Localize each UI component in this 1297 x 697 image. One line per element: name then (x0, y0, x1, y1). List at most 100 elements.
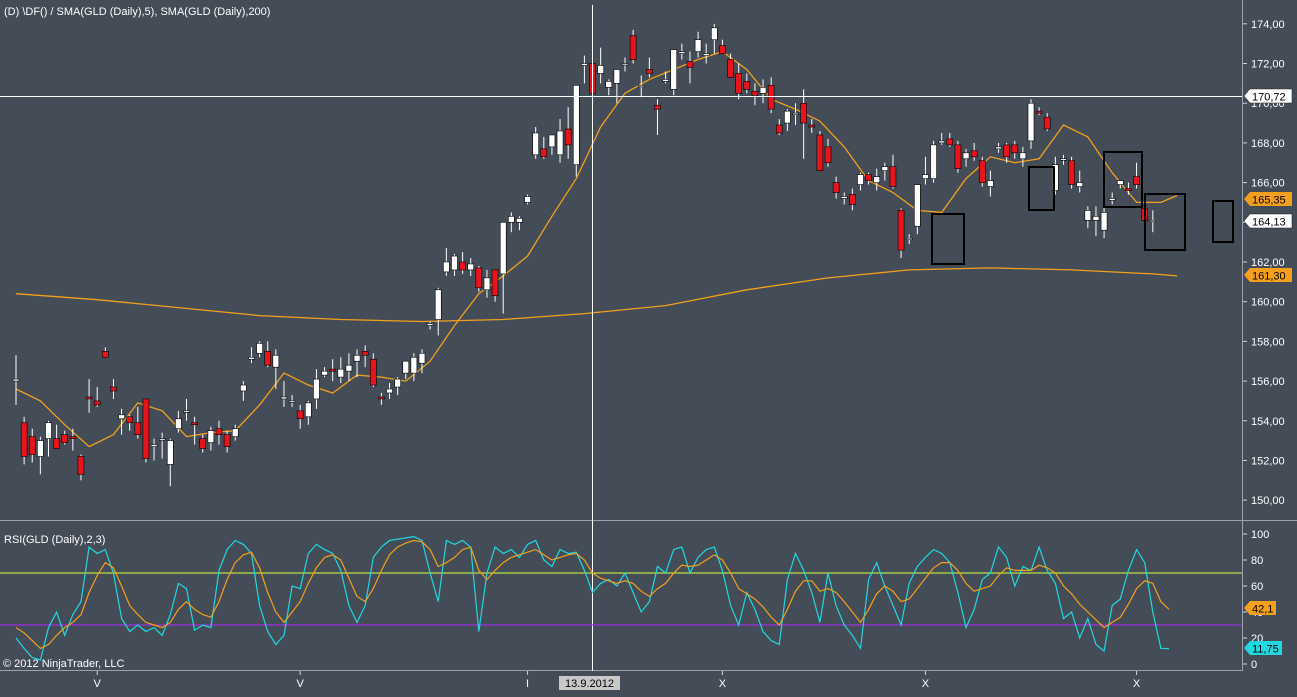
candle-body (313, 378, 320, 400)
candle (499, 221, 507, 314)
price-tick-label: 152,00 (1251, 455, 1285, 467)
candle (288, 394, 296, 407)
candle-body (581, 63, 588, 66)
candle-body (987, 180, 994, 187)
candle (166, 438, 174, 487)
candle (337, 357, 345, 384)
candle-body (451, 255, 458, 271)
rsi-tick-label: 100 (1251, 529, 1269, 541)
candle-body (678, 51, 686, 54)
candle-body (873, 176, 881, 183)
candle (240, 381, 247, 401)
candle (45, 420, 52, 457)
candle-body (711, 27, 718, 40)
candle (1052, 156, 1059, 195)
candle (532, 127, 539, 159)
candle (183, 398, 190, 421)
candle-body (914, 184, 921, 227)
candle (1027, 99, 1035, 149)
candle-body (686, 61, 694, 68)
candle-body (1125, 188, 1132, 191)
candle-body (792, 112, 799, 115)
candle (1100, 202, 1108, 239)
candle (840, 192, 848, 205)
candle (378, 392, 385, 405)
candle-body (857, 174, 864, 185)
candle (110, 379, 117, 399)
candle-body (946, 138, 954, 146)
candle (207, 426, 215, 451)
candle (1133, 162, 1140, 189)
candle (922, 156, 929, 185)
candle (678, 43, 686, 60)
highlight-box (931, 213, 965, 265)
candle (191, 416, 198, 445)
candle (215, 420, 223, 445)
copyright-text: © 2012 NinjaTrader, LLC (3, 658, 124, 670)
candle (792, 103, 799, 126)
candle (467, 258, 475, 276)
candle-body (321, 370, 328, 376)
candle (1149, 210, 1157, 233)
candle (743, 73, 751, 94)
candle (459, 252, 466, 274)
candle-body (288, 400, 296, 403)
candle-body (962, 152, 970, 160)
candle-body (483, 277, 491, 291)
candle (978, 156, 986, 187)
candle-body (1076, 182, 1084, 187)
candle (443, 248, 450, 276)
candle-body (150, 444, 158, 447)
candle-body (1019, 152, 1027, 160)
candle (873, 168, 881, 191)
candle (61, 430, 69, 445)
candle-body (938, 140, 945, 144)
candle (613, 69, 621, 104)
candle-body (353, 354, 361, 362)
candle (711, 23, 718, 54)
candle-body (532, 132, 539, 156)
crosshair-price-tag: 170,72 (1243, 88, 1293, 104)
crosshair-price-label: 170,72 (1252, 92, 1286, 104)
candle (524, 194, 531, 205)
candle (1084, 206, 1092, 229)
candle-body (191, 422, 198, 426)
last-price-label: 164,13 (1252, 217, 1286, 229)
rsi-tick-label: 60 (1251, 581, 1263, 593)
candle (272, 349, 280, 390)
candle (767, 77, 775, 114)
candle (808, 119, 816, 133)
candle (962, 148, 970, 167)
candle (1068, 156, 1075, 189)
candle (426, 321, 434, 330)
rsi-reference-lines (0, 572, 1242, 626)
candle (775, 119, 783, 135)
candle-body (840, 196, 848, 199)
candle-body (613, 69, 621, 84)
candle-body (1092, 216, 1100, 221)
candle (670, 49, 678, 96)
candle-body (808, 124, 816, 128)
candle-body (564, 128, 572, 146)
candle (256, 341, 263, 358)
candle-body (637, 85, 645, 88)
candle-body (467, 263, 475, 271)
candle (434, 287, 442, 336)
price-tick-label: 168,00 (1251, 138, 1285, 150)
candle-body (443, 261, 450, 273)
candle-body (264, 350, 272, 366)
candle (938, 132, 945, 145)
candle-body (605, 81, 613, 88)
candle (605, 79, 613, 96)
candle (353, 349, 361, 378)
candle (1108, 192, 1116, 205)
candle-body (345, 364, 353, 372)
candle (386, 383, 393, 399)
crosshair (0, 5, 1242, 671)
candle-body (499, 221, 507, 275)
candle (329, 359, 336, 382)
candle-body (53, 438, 60, 449)
candle-body (905, 237, 913, 240)
candle-body (434, 289, 442, 320)
